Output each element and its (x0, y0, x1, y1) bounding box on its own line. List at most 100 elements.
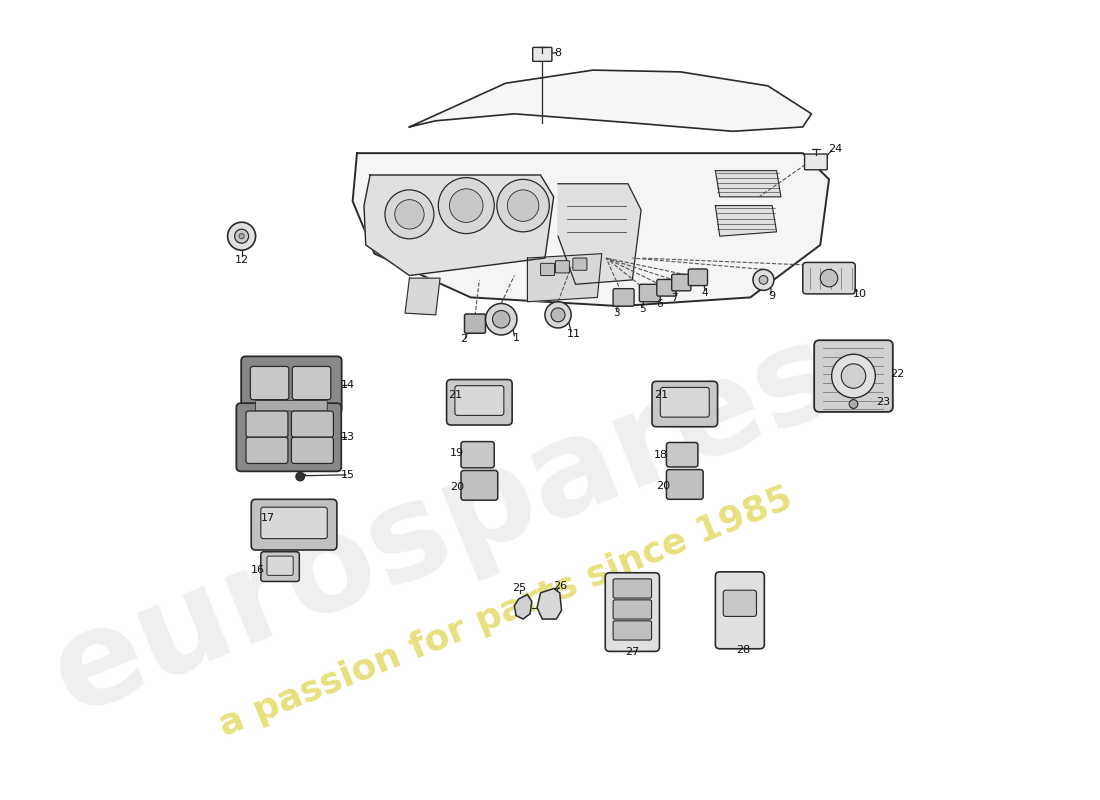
FancyBboxPatch shape (657, 279, 676, 296)
Circle shape (497, 179, 549, 232)
Circle shape (385, 190, 433, 239)
FancyBboxPatch shape (246, 438, 288, 463)
FancyBboxPatch shape (293, 366, 331, 400)
FancyBboxPatch shape (292, 411, 333, 438)
Circle shape (228, 222, 255, 250)
Text: 20: 20 (451, 482, 464, 492)
FancyBboxPatch shape (639, 284, 660, 302)
Text: 2: 2 (460, 334, 467, 344)
Polygon shape (527, 254, 602, 302)
Polygon shape (405, 278, 440, 315)
Text: 9: 9 (769, 290, 776, 301)
FancyBboxPatch shape (613, 579, 651, 598)
Text: 4: 4 (702, 288, 708, 298)
FancyBboxPatch shape (251, 366, 289, 400)
Polygon shape (409, 70, 812, 131)
FancyBboxPatch shape (447, 379, 513, 425)
FancyBboxPatch shape (652, 382, 717, 426)
Text: 27: 27 (625, 647, 639, 658)
Circle shape (759, 275, 768, 284)
Circle shape (450, 189, 483, 222)
Text: 7: 7 (671, 294, 678, 303)
FancyBboxPatch shape (605, 573, 659, 651)
Text: 28: 28 (736, 645, 750, 654)
Polygon shape (558, 184, 641, 284)
FancyBboxPatch shape (461, 442, 494, 468)
FancyBboxPatch shape (267, 556, 294, 575)
Polygon shape (715, 170, 781, 197)
Circle shape (493, 310, 510, 328)
FancyBboxPatch shape (660, 387, 710, 417)
Text: 20: 20 (656, 481, 670, 491)
Text: eurospares: eurospares (34, 310, 855, 740)
Circle shape (395, 200, 425, 229)
FancyBboxPatch shape (251, 499, 337, 550)
Text: 22: 22 (890, 370, 904, 379)
FancyBboxPatch shape (667, 470, 703, 499)
FancyBboxPatch shape (803, 262, 855, 294)
Polygon shape (537, 589, 561, 619)
Circle shape (832, 354, 876, 398)
FancyBboxPatch shape (540, 263, 554, 275)
Text: 16: 16 (251, 565, 264, 575)
Circle shape (234, 230, 249, 243)
Text: 6: 6 (656, 298, 663, 309)
FancyBboxPatch shape (261, 507, 328, 538)
Polygon shape (715, 206, 777, 236)
FancyBboxPatch shape (613, 289, 634, 306)
Text: 17: 17 (261, 513, 275, 522)
Text: 3: 3 (614, 308, 620, 318)
Circle shape (821, 270, 838, 287)
FancyBboxPatch shape (261, 552, 299, 582)
Polygon shape (353, 153, 829, 306)
FancyBboxPatch shape (461, 470, 497, 500)
FancyBboxPatch shape (613, 621, 651, 640)
Text: 21: 21 (654, 390, 669, 400)
Text: 21: 21 (448, 390, 462, 400)
FancyBboxPatch shape (804, 154, 827, 170)
FancyBboxPatch shape (464, 314, 485, 334)
Text: 8: 8 (554, 48, 562, 58)
FancyBboxPatch shape (613, 600, 651, 619)
Text: 23: 23 (877, 398, 890, 407)
Text: 10: 10 (852, 289, 867, 299)
Text: 18: 18 (654, 450, 669, 460)
Circle shape (239, 234, 244, 239)
FancyBboxPatch shape (715, 572, 764, 649)
Circle shape (849, 400, 858, 408)
FancyBboxPatch shape (241, 356, 342, 414)
Text: 15: 15 (341, 470, 355, 480)
Circle shape (296, 472, 305, 481)
FancyBboxPatch shape (814, 340, 893, 412)
FancyBboxPatch shape (292, 438, 333, 463)
Text: a passion for parts since 1985: a passion for parts since 1985 (214, 481, 798, 743)
Text: 5: 5 (639, 304, 646, 314)
Text: 25: 25 (512, 582, 526, 593)
Text: 11: 11 (566, 329, 581, 339)
Circle shape (544, 302, 571, 328)
Circle shape (438, 178, 494, 234)
Text: 24: 24 (828, 144, 843, 154)
Text: 13: 13 (341, 432, 355, 442)
Circle shape (754, 270, 774, 290)
FancyBboxPatch shape (667, 442, 697, 467)
Circle shape (485, 303, 517, 335)
Circle shape (842, 364, 866, 388)
Text: 14: 14 (341, 380, 355, 390)
FancyBboxPatch shape (556, 261, 570, 273)
FancyBboxPatch shape (724, 590, 757, 617)
FancyBboxPatch shape (236, 403, 341, 471)
Text: 19: 19 (450, 448, 464, 458)
Circle shape (551, 308, 565, 322)
FancyBboxPatch shape (672, 274, 691, 291)
Polygon shape (364, 175, 553, 275)
Circle shape (507, 190, 539, 222)
FancyBboxPatch shape (573, 258, 587, 270)
Text: 26: 26 (553, 581, 568, 591)
Polygon shape (515, 594, 531, 619)
FancyBboxPatch shape (689, 269, 707, 286)
Text: 12: 12 (234, 254, 249, 265)
FancyBboxPatch shape (532, 47, 552, 62)
FancyBboxPatch shape (455, 386, 504, 415)
Text: 1: 1 (513, 334, 519, 343)
